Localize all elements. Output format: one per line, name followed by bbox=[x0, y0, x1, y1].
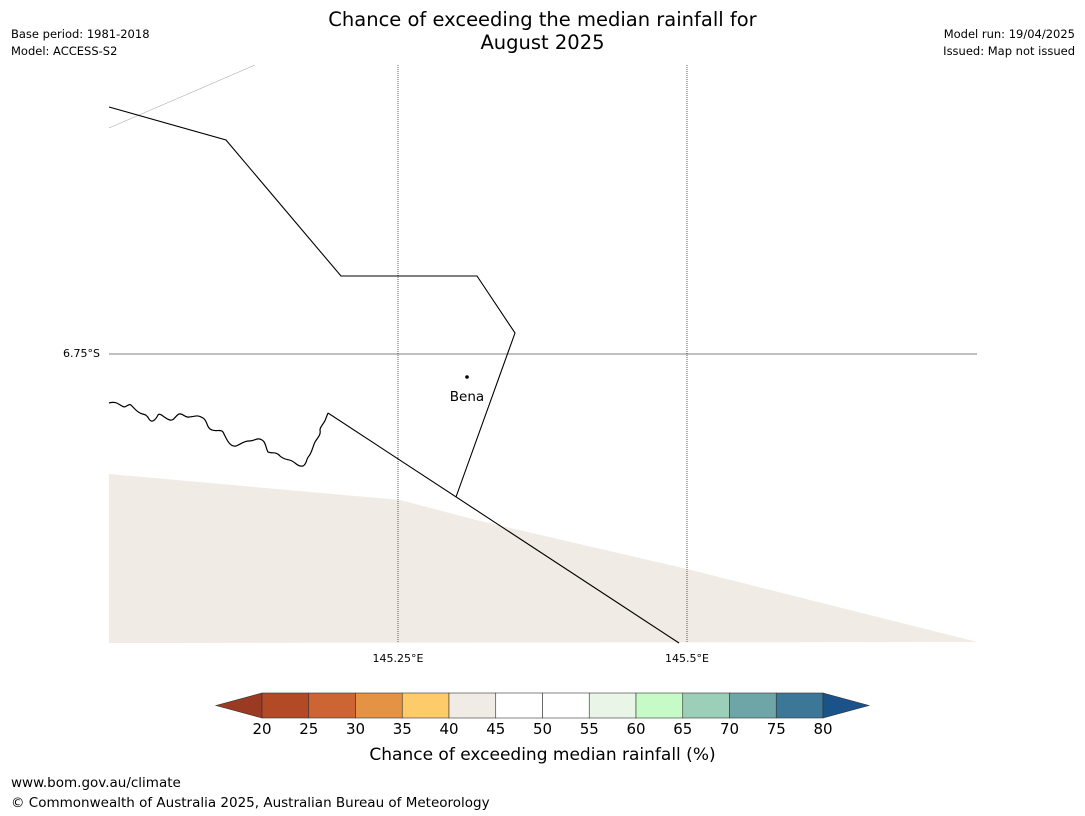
colorbar-tick-label: 25 bbox=[299, 720, 319, 738]
colorbar-segment bbox=[261, 692, 310, 719]
colorbar-segment bbox=[635, 692, 684, 719]
colorbar-tick-label: 65 bbox=[673, 720, 693, 738]
colorbar-segment bbox=[729, 692, 777, 719]
province-boundary bbox=[108, 106, 516, 498]
base-period-text: Base period: 1981-2018 bbox=[11, 27, 150, 41]
river-line bbox=[108, 401, 329, 467]
colorbar-segment bbox=[775, 692, 824, 719]
latitude-label: 6.75°S bbox=[63, 347, 100, 360]
title-line-2: August 2025 bbox=[480, 31, 605, 54]
footer-url[interactable]: www.bom.gov.au/climate bbox=[11, 775, 181, 791]
colorbar-tick-label: 35 bbox=[392, 720, 412, 738]
colorbar-extend-low bbox=[214, 692, 263, 719]
colorbar-tick-label: 45 bbox=[486, 720, 506, 738]
province-boundary-south bbox=[327, 412, 680, 644]
colorbar-tick-label: 50 bbox=[532, 720, 553, 738]
colorbar-tick-label: 60 bbox=[626, 720, 646, 738]
longitude-label-145-5: 145.5°E bbox=[665, 652, 709, 665]
colorbar-tick-label: 20 bbox=[252, 720, 272, 738]
colorbar-segment bbox=[448, 692, 497, 719]
map-title: Chance of exceeding the median rainfall … bbox=[0, 8, 1085, 54]
place-marker-dot bbox=[465, 375, 469, 379]
issued-text: Issued: Map not issued bbox=[943, 44, 1075, 58]
place-label-bena: Bena bbox=[449, 389, 485, 405]
colorbar-tick-label: 30 bbox=[345, 720, 366, 738]
colorbar-tick-label: 70 bbox=[719, 720, 740, 738]
colorbar-tick-label: 55 bbox=[579, 720, 599, 738]
colorbar-label: Chance of exceeding median rainfall (%) bbox=[369, 745, 716, 765]
colorbar-tick-label: 40 bbox=[439, 720, 459, 738]
colorbar-segment bbox=[308, 692, 356, 719]
colorbar-segment bbox=[542, 692, 590, 719]
colorbar-tick-label: 80 bbox=[813, 720, 833, 738]
title-line-1: Chance of exceeding the median rainfall … bbox=[328, 8, 757, 31]
faint-boundary-line bbox=[108, 64, 256, 129]
metadata-left: Base period: 1981-2018 Model: ACCESS-S2 bbox=[11, 26, 150, 60]
colorbar-segment bbox=[588, 692, 637, 719]
model-run-text: Model run: 19/04/2025 bbox=[943, 27, 1075, 41]
model-text: Model: ACCESS-S2 bbox=[11, 44, 118, 58]
footer-copyright: © Commonwealth of Australia 2025, Austra… bbox=[11, 795, 490, 811]
colorbar-segment bbox=[682, 692, 730, 719]
metadata-right: Model run: 19/04/2025 Issued: Map not is… bbox=[943, 26, 1075, 60]
colorbar-tick-label: 75 bbox=[766, 720, 786, 738]
longitude-label-145-25: 145.25°E bbox=[372, 652, 424, 665]
forecast-region-fill bbox=[109, 474, 977, 643]
colorbar-segment bbox=[401, 692, 450, 719]
colorbar-extend-high bbox=[822, 692, 871, 719]
colorbar-segment bbox=[495, 692, 543, 719]
colorbar-segment bbox=[355, 692, 403, 719]
